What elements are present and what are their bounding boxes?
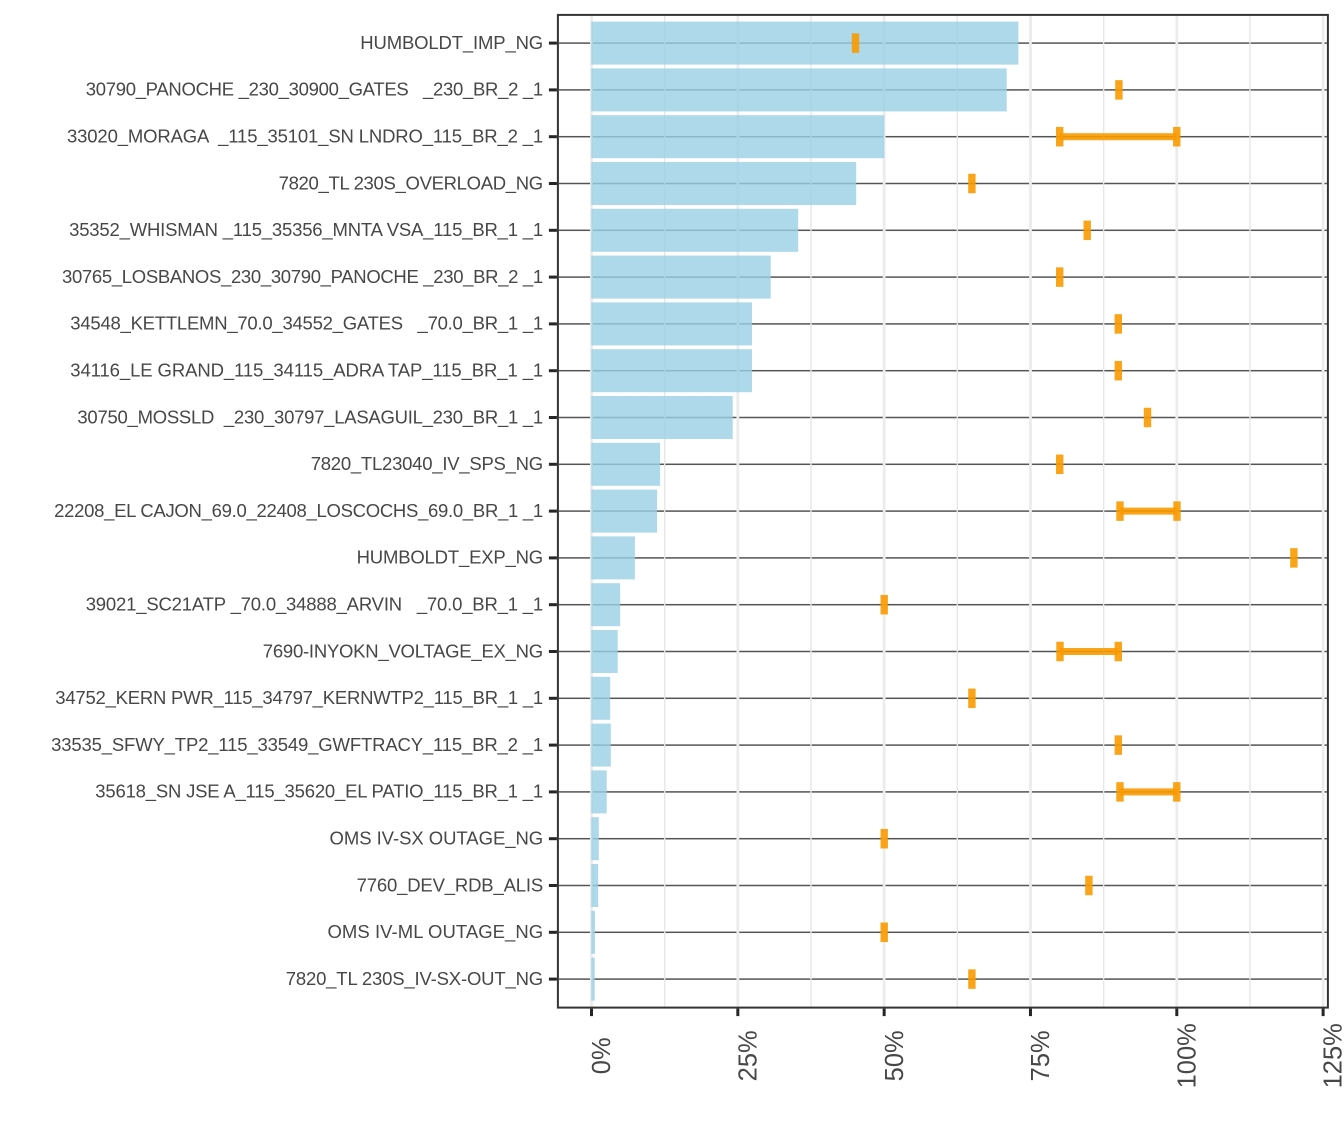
svg-text:HUMBOLDT_IMP_NG: HUMBOLDT_IMP_NG xyxy=(360,32,543,54)
svg-text:50%: 50% xyxy=(881,1030,909,1081)
svg-text:35618_SN JSE A_115_35620_EL PA: 35618_SN JSE A_115_35620_EL PATIO_115_BR… xyxy=(95,781,543,803)
svg-text:30765_LOSBANOS_230_30790_PANOC: 30765_LOSBANOS_230_30790_PANOCHE _230_BR… xyxy=(62,266,543,288)
svg-text:HUMBOLDT_EXP_NG: HUMBOLDT_EXP_NG xyxy=(357,547,544,569)
svg-text:25%: 25% xyxy=(734,1030,762,1081)
svg-text:7760_DEV_RDB_ALIS: 7760_DEV_RDB_ALIS xyxy=(357,874,544,896)
svg-text:OMS IV-ML OUTAGE_NG: OMS IV-ML OUTAGE_NG xyxy=(328,921,544,943)
svg-text:OMS IV-SX OUTAGE_NG: OMS IV-SX OUTAGE_NG xyxy=(330,828,544,850)
svg-text:22208_EL CAJON_69.0_22408_LOSC: 22208_EL CAJON_69.0_22408_LOSCOCHS_69.0_… xyxy=(54,500,543,522)
svg-text:33535_SFWY_TP2_115_33549_GWFTR: 33535_SFWY_TP2_115_33549_GWFTRACY_115_BR… xyxy=(51,734,543,756)
svg-text:39021_SC21ATP _70.0_34888_ARVI: 39021_SC21ATP _70.0_34888_ARVIN _70.0_BR… xyxy=(86,594,544,616)
svg-text:7820_TL23040_IV_SPS_NG: 7820_TL23040_IV_SPS_NG xyxy=(311,453,544,475)
svg-text:30750_MOSSLD _230_30797_LASAG: 30750_MOSSLD _230_30797_LASAGUIL_230_BR_… xyxy=(77,406,543,428)
svg-text:30790_PANOCHE _230_30900_GATES: 30790_PANOCHE _230_30900_GATES _230_BR_2… xyxy=(86,79,544,101)
svg-text:75%: 75% xyxy=(1027,1030,1055,1081)
svg-text:35352_WHISMAN _115_35356_MNTA: 35352_WHISMAN _115_35356_MNTA VSA_115_BR… xyxy=(69,219,543,241)
svg-text:0%: 0% xyxy=(588,1037,616,1074)
svg-text:7690-INYOKN_VOLTAGE_EX_NG: 7690-INYOKN_VOLTAGE_EX_NG xyxy=(263,640,543,662)
svg-text:7820_TL 230S_OVERLOAD_NG: 7820_TL 230S_OVERLOAD_NG xyxy=(279,172,544,194)
svg-text:100%: 100% xyxy=(1173,1023,1201,1088)
svg-text:34548_KETTLEMN_70.0_34552_GATE: 34548_KETTLEMN_70.0_34552_GATES _70.0_BR… xyxy=(70,313,543,335)
svg-text:33020_MORAGA _115_35101_SN LN: 33020_MORAGA _115_35101_SN LNDRO_115_BR_… xyxy=(67,126,543,148)
svg-text:125%: 125% xyxy=(1320,1023,1344,1088)
svg-text:7820_TL 230S_IV-SX-OUT_NG: 7820_TL 230S_IV-SX-OUT_NG xyxy=(286,968,544,990)
svg-text:34116_LE GRAND_115_34115_ADRA: 34116_LE GRAND_115_34115_ADRA TAP_115_BR… xyxy=(70,360,543,382)
svg-text:34752_KERN PWR_115_34797_KERNW: 34752_KERN PWR_115_34797_KERNWTP2_115_BR… xyxy=(55,687,543,709)
